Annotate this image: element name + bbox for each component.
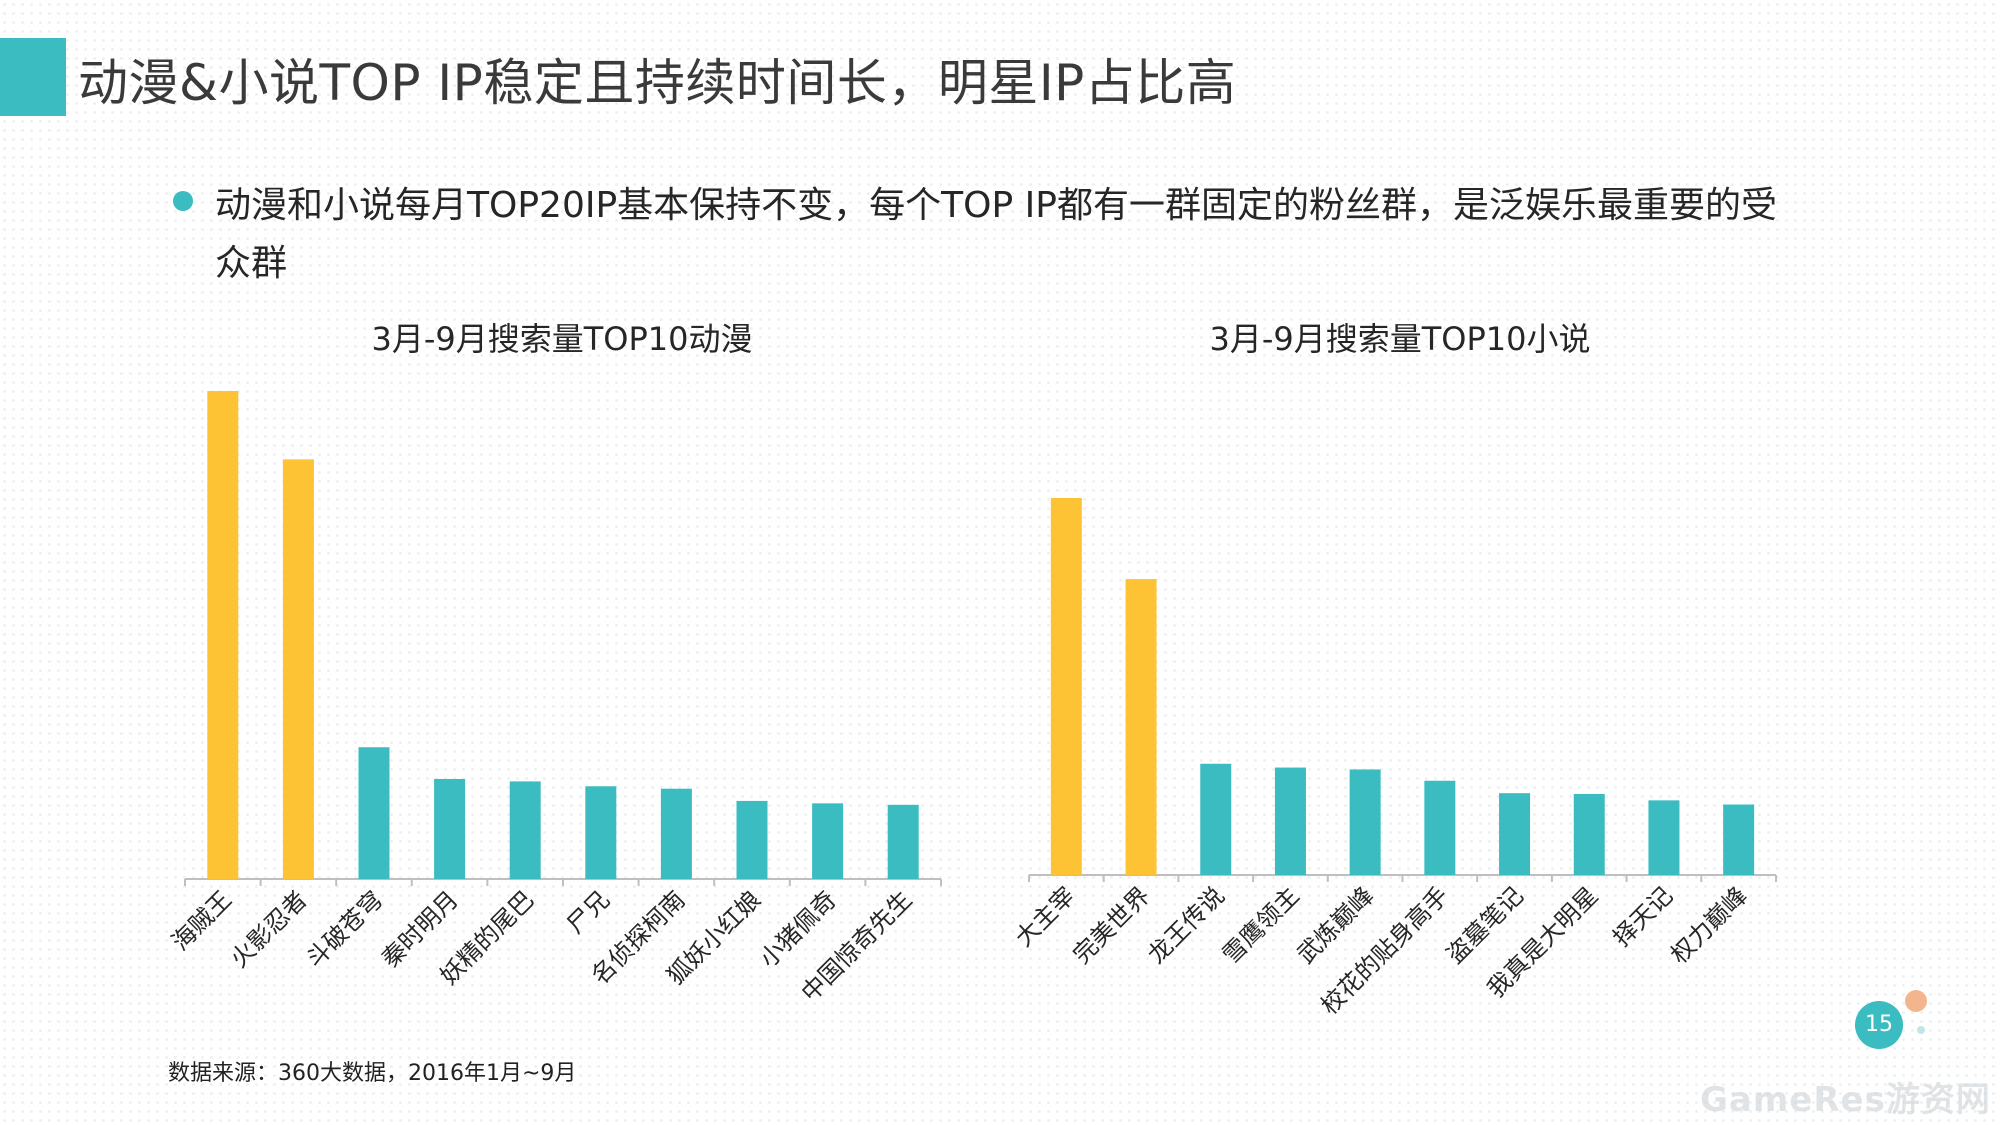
title-accent-bar [0,38,66,116]
x-tick-label: 完美世界 [1068,881,1156,969]
bar-6 [585,786,617,879]
bar-3 [358,747,390,879]
bar-1 [1050,498,1082,875]
bar-9 [1648,800,1680,875]
x-tick-label: 龙王传说 [1142,881,1230,969]
x-tick-label: 大主宰 [1010,881,1081,952]
bar-2 [1125,579,1157,875]
bar-5 [1349,769,1381,875]
novel-chart-title: 3月-9月搜索量TOP10小说 [1209,320,1591,358]
page-title: 动漫&小说TOP IP稳定且持续时间长，明星IP占比高 [78,54,1237,112]
decorative-dot-teal [1917,1026,1925,1034]
bar-3 [1200,763,1232,875]
watermark-logo: GameRes游资网 [1700,1080,1991,1120]
x-tick-label: 权力巅峰 [1665,881,1753,969]
x-tick-label: 择天记 [1607,881,1678,952]
bullet-dot-icon [173,191,193,211]
bar-7 [660,788,692,879]
bar-10 [887,804,919,879]
bar-7 [1499,793,1531,875]
bar-5 [509,781,541,879]
bar-4 [434,778,466,879]
anime-chart-title: 3月-9月搜索量TOP10动漫 [371,320,753,358]
bar-1 [207,391,239,879]
bar-6 [1424,780,1456,875]
bar-2 [282,459,314,879]
page-number-badge: 15 [1855,1001,1903,1049]
decorative-dot-orange [1905,990,1927,1012]
bar-10 [1723,804,1755,875]
bar-9 [812,803,844,879]
bar-8 [1573,793,1605,875]
bullet-text: 动漫和小说每月TOP20IP基本保持不变，每个TOP IP都有一群固定的粉丝群，… [215,185,1777,284]
bar-8 [736,800,768,879]
bar-4 [1274,767,1306,875]
x-tick-label: 校花的贴身高手 [1315,881,1454,1020]
data-source-note: 数据来源：360大数据，2016年1月~9月 [168,1061,577,1086]
x-tick-label: 雪鹰领主 [1217,881,1305,969]
